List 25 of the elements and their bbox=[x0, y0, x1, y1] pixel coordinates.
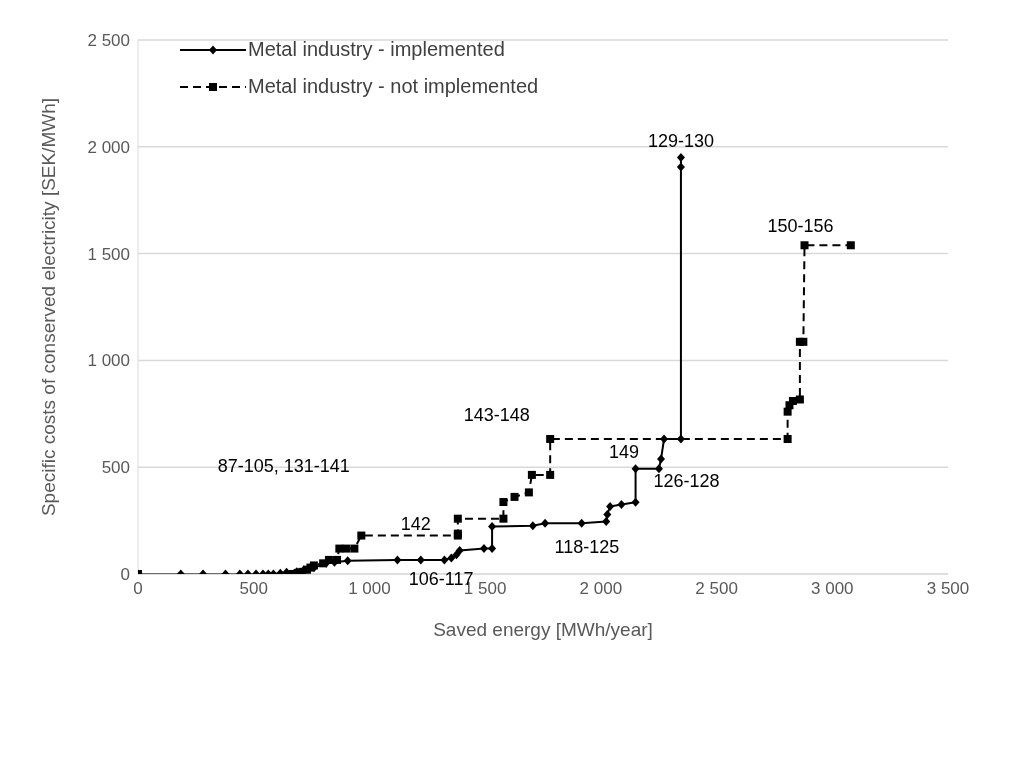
x-tick-label: 1 000 bbox=[348, 579, 391, 599]
y-tick-label: 0 bbox=[120, 565, 130, 585]
annotation: 126-128 bbox=[653, 471, 720, 492]
annotation: 87-105, 131-141 bbox=[217, 455, 350, 476]
y-tick-label: 1 500 bbox=[87, 244, 130, 264]
annotation: 142 bbox=[400, 513, 431, 534]
x-tick-label: 0 bbox=[133, 579, 143, 599]
annotation: 150-156 bbox=[767, 216, 834, 237]
x-tick-label: 2 000 bbox=[579, 579, 623, 599]
y-axis-title: Specific costs of conserved electricity [SEK/MWh] bbox=[37, 97, 59, 517]
x-tick-label: 3 000 bbox=[811, 579, 854, 599]
x-tick-label: 2 500 bbox=[695, 579, 738, 599]
x-axis-title: Saved energy [MWh/year] bbox=[433, 619, 653, 640]
x-tick-label: 500 bbox=[239, 579, 268, 599]
annotation: 143-148 bbox=[463, 405, 530, 426]
annotation: 118-125 bbox=[554, 536, 620, 557]
y-tick-label: 2 500 bbox=[87, 31, 130, 51]
y-tick-label: 500 bbox=[101, 458, 130, 478]
legend-label: Metal industry - implemented bbox=[248, 38, 505, 61]
y-tick-label: 1 000 bbox=[87, 351, 130, 371]
annotation: 149 bbox=[608, 441, 640, 462]
annotation: 129-130 bbox=[647, 130, 714, 151]
y-tick-label: 2 000 bbox=[87, 137, 130, 157]
legend-label: Metal industry - not implemented bbox=[248, 75, 539, 98]
x-tick-label: 3 500 bbox=[926, 579, 970, 599]
